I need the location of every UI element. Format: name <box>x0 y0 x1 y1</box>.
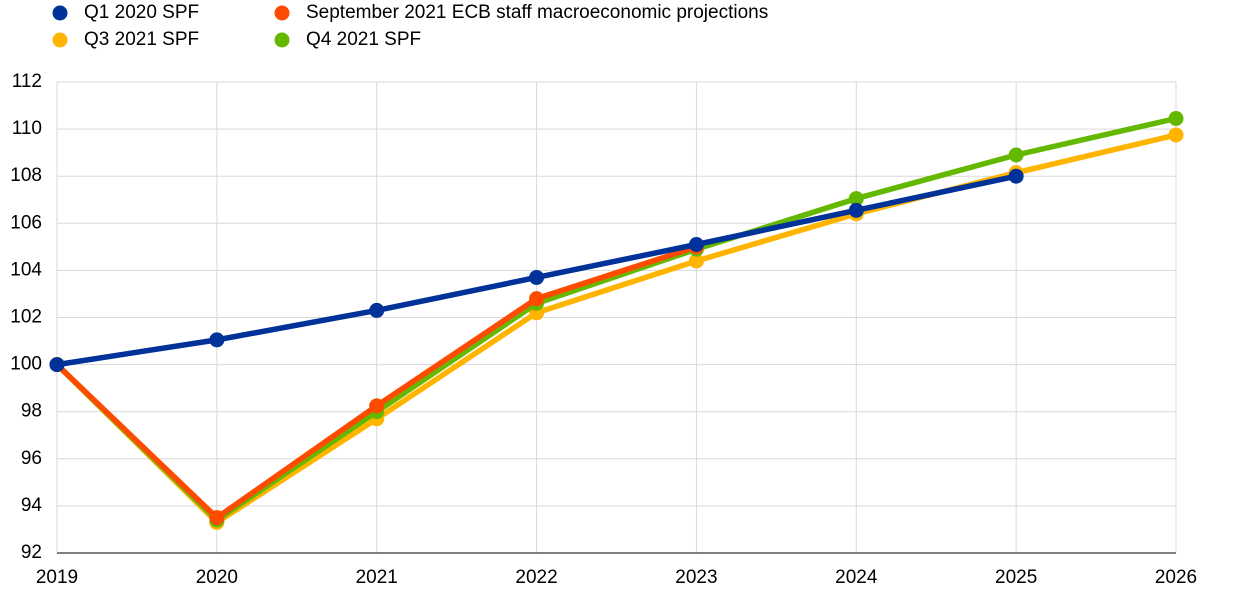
x-tick-label: 2019 <box>36 567 78 588</box>
legend-marker <box>274 32 290 48</box>
x-tick-label: 2026 <box>1155 567 1197 588</box>
legend-marker <box>52 5 68 21</box>
data-point <box>209 510 225 526</box>
y-tick-label: 108 <box>10 165 42 186</box>
y-tick-label: 100 <box>10 354 42 375</box>
data-point <box>688 236 704 252</box>
y-tick-label: 94 <box>21 495 43 516</box>
data-point <box>49 357 65 373</box>
legend-marker <box>52 32 68 48</box>
y-tick-label: 98 <box>21 401 42 422</box>
data-point <box>369 302 385 318</box>
x-tick-label: 2020 <box>196 567 238 588</box>
legend-label: September 2021 ECB staff macroeconomic p… <box>306 2 768 23</box>
y-tick-label: 102 <box>10 307 42 328</box>
data-point <box>848 191 864 207</box>
legend-label: Q3 2021 SPF <box>84 29 199 50</box>
y-tick-label: 104 <box>10 259 42 280</box>
data-point <box>1008 147 1024 163</box>
data-point <box>529 291 545 307</box>
data-point <box>1168 111 1184 127</box>
data-point <box>209 332 225 348</box>
y-tick-label: 96 <box>21 448 42 469</box>
data-point <box>848 202 864 218</box>
y-tick-label: 92 <box>21 542 42 563</box>
x-tick-label: 2024 <box>835 567 878 588</box>
data-point <box>369 398 385 414</box>
x-tick-label: 2021 <box>356 567 398 588</box>
y-tick-label: 106 <box>10 212 42 233</box>
legend-label: Q4 2021 SPF <box>306 29 421 50</box>
legend-label: Q1 2020 SPF <box>84 2 199 23</box>
data-point <box>1168 127 1184 143</box>
x-tick-label: 2023 <box>675 567 717 588</box>
x-tick-label: 2022 <box>515 567 557 588</box>
y-tick-label: 112 <box>12 71 42 92</box>
y-tick-label: 110 <box>12 118 42 139</box>
data-point <box>529 269 545 285</box>
series-line <box>55 132 1177 526</box>
x-tick-label: 2025 <box>995 567 1037 588</box>
data-point <box>1008 168 1024 184</box>
legend-marker <box>274 5 290 21</box>
data-point <box>688 253 704 269</box>
